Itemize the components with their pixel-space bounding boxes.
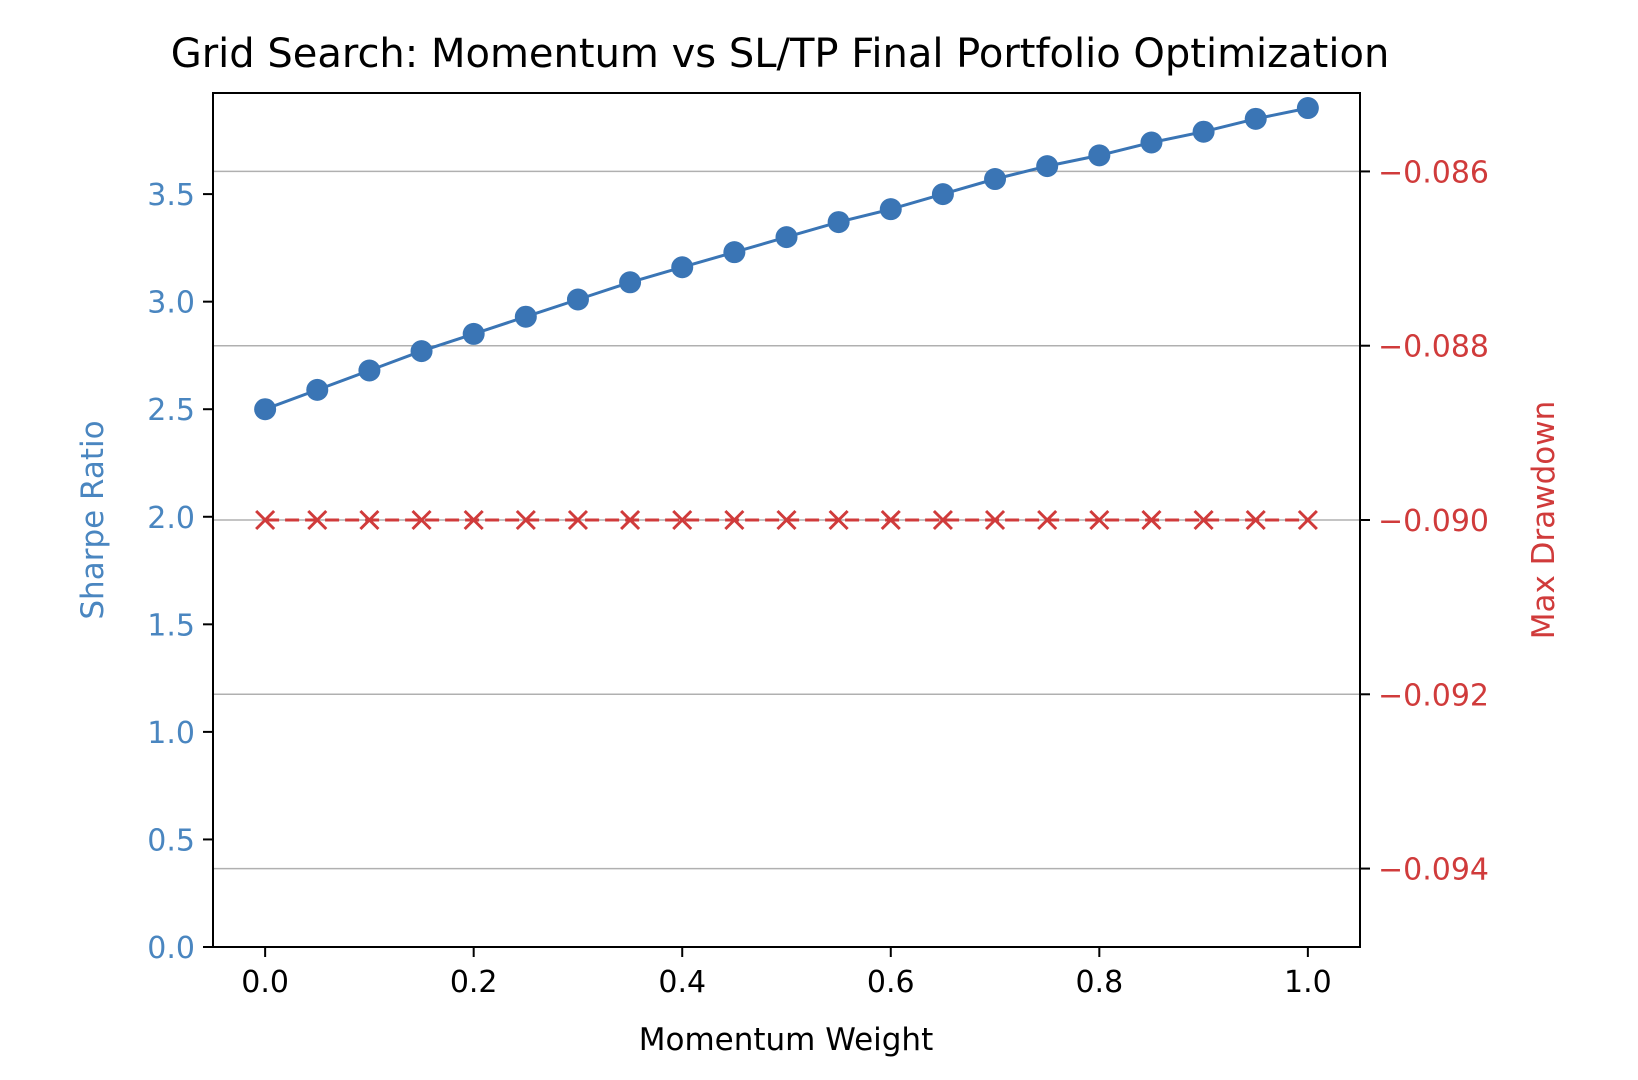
y-right-tick-label: −0.094 xyxy=(1378,853,1489,888)
series-1-point xyxy=(1244,107,1267,130)
x-tick-label: 0.0 xyxy=(241,965,289,1000)
series-1-point xyxy=(1088,144,1111,167)
y-left-tick-label: 2.5 xyxy=(147,393,195,428)
y-left-tick-label: 3.0 xyxy=(147,286,195,321)
series-1-point xyxy=(827,211,850,234)
series-2-point xyxy=(1297,509,1318,531)
x-tick-label: 0.8 xyxy=(1075,965,1123,1000)
series-layer xyxy=(254,97,1319,531)
series-2-point xyxy=(672,509,693,531)
x-tick-label: 1.0 xyxy=(1284,965,1332,1000)
y-right-tick-label: −0.086 xyxy=(1378,155,1489,190)
series-2-point xyxy=(1089,509,1110,531)
series-2-point xyxy=(1245,509,1266,531)
x-tick-label: 0.4 xyxy=(658,965,706,1000)
series-1-point xyxy=(306,378,329,401)
series-2-point xyxy=(724,509,745,531)
series-2-point xyxy=(620,509,641,531)
series-2-point xyxy=(307,509,328,531)
chart-title: Grid Search: Momentum vs SL/TP Final Por… xyxy=(171,31,1390,77)
series-2-point xyxy=(411,509,432,531)
series-1-point xyxy=(254,398,277,421)
series-1-point xyxy=(1036,155,1059,178)
x-axis: 0.0 0.2 0.4 0.6 0.8 1.0 xyxy=(241,947,1332,1000)
series-1-point xyxy=(566,288,589,311)
y-left-tick-label: 0.5 xyxy=(147,823,195,858)
series-2-point xyxy=(359,509,380,531)
y-axis-right-label: Max Drawdown xyxy=(1526,401,1562,640)
series-2-point xyxy=(567,509,589,531)
series-1-point xyxy=(514,305,537,328)
series-2-point xyxy=(880,509,901,531)
series-2-point xyxy=(776,509,797,531)
y-left-tick-label: 1.5 xyxy=(147,608,195,643)
series-2-point xyxy=(463,509,484,531)
y-axis-left-label: Sharpe Ratio xyxy=(75,420,111,619)
series-2-point xyxy=(515,509,536,531)
x-tick-label: 0.6 xyxy=(867,965,915,1000)
series-2-point xyxy=(932,509,953,531)
y-left-tick-label: 3.5 xyxy=(147,178,195,213)
y-left-tick-label: 0.0 xyxy=(147,931,195,966)
series-1-point xyxy=(879,198,902,221)
y-right-tick-label: −0.090 xyxy=(1378,504,1489,539)
series-1-point xyxy=(1192,120,1215,143)
series-2-point xyxy=(1193,509,1214,531)
y-right-tick-label: −0.088 xyxy=(1378,330,1489,365)
y-axis-left: 0.0 0.5 1.0 1.5 2.0 2.5 3.0 3.5 xyxy=(147,178,213,966)
y-left-tick-label: 2.0 xyxy=(147,501,195,536)
series-1-point xyxy=(1296,97,1319,120)
series-1-point xyxy=(671,256,694,279)
series-1-point xyxy=(775,226,798,249)
series-2-point xyxy=(828,509,849,531)
x-axis-label: Momentum Weight xyxy=(639,1022,934,1058)
series-1-point xyxy=(619,271,642,294)
series-2-point xyxy=(1037,509,1058,531)
series-1-point xyxy=(410,340,433,363)
series-1-point xyxy=(1140,131,1163,154)
series-1-point xyxy=(984,168,1007,191)
series-2-point xyxy=(984,509,1006,531)
y-left-tick-label: 1.0 xyxy=(147,716,195,751)
y-axis-right: −0.094 −0.092 −0.090 −0.088 −0.086 xyxy=(1360,155,1489,888)
series-2-point xyxy=(255,509,276,531)
y-right-tick-label: −0.092 xyxy=(1378,678,1489,713)
series-1-point xyxy=(358,359,381,382)
x-tick-label: 0.2 xyxy=(450,965,498,1000)
series-2-point xyxy=(1141,509,1162,531)
series-1-point xyxy=(462,322,485,345)
series-1-point xyxy=(931,183,954,206)
series-1-point xyxy=(723,241,746,264)
